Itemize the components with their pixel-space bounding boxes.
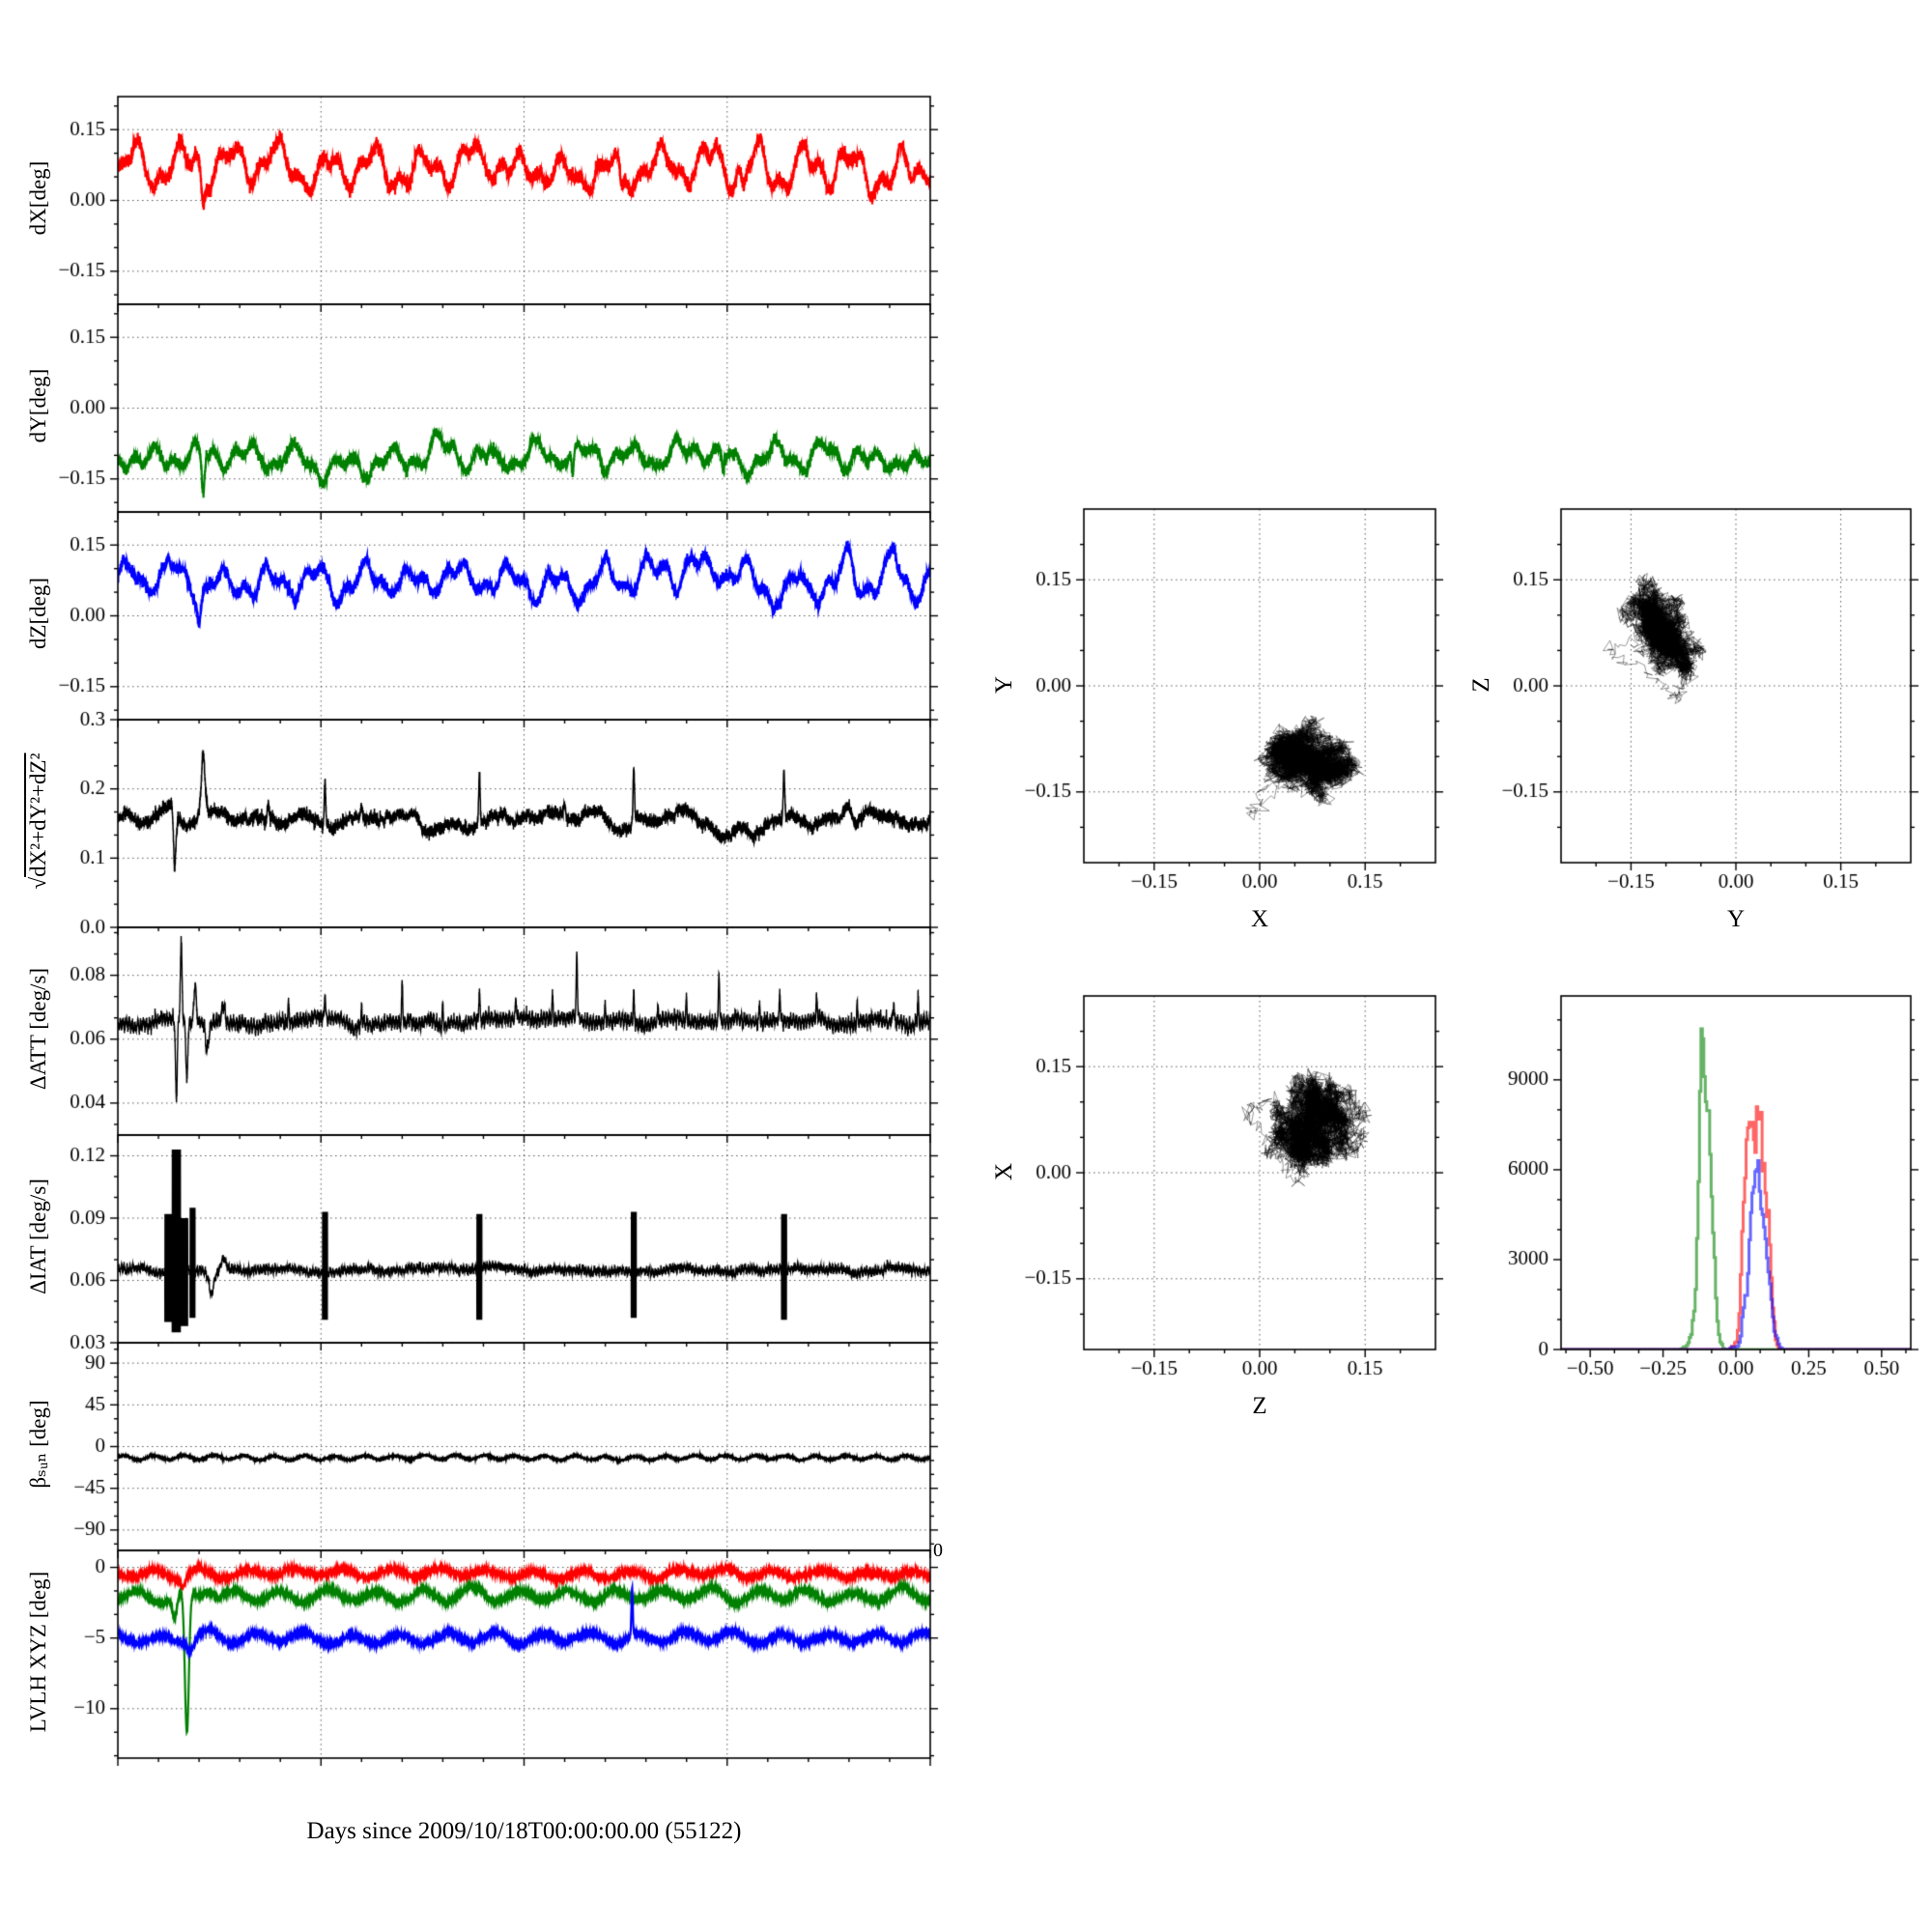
ylabel-scatter-yz: Z bbox=[1468, 677, 1494, 693]
ylabel-lvlh: LVLH XYZ [deg] bbox=[26, 1571, 50, 1733]
xaxis-label: Days since 2009/10/18T00:00:00.00 (55122… bbox=[306, 1818, 742, 1844]
ylabel-scatter-xy: Y bbox=[991, 675, 1017, 695]
beta-axis-right-zero: 0 bbox=[933, 1540, 943, 1561]
ylabel-scatter-zx: X bbox=[991, 1162, 1017, 1181]
xlabel-scatter-yz: Y bbox=[1726, 906, 1746, 932]
xlabel-scatter-xy: X bbox=[1250, 906, 1269, 932]
xlabel-scatter-zx: Z bbox=[1252, 1393, 1267, 1419]
